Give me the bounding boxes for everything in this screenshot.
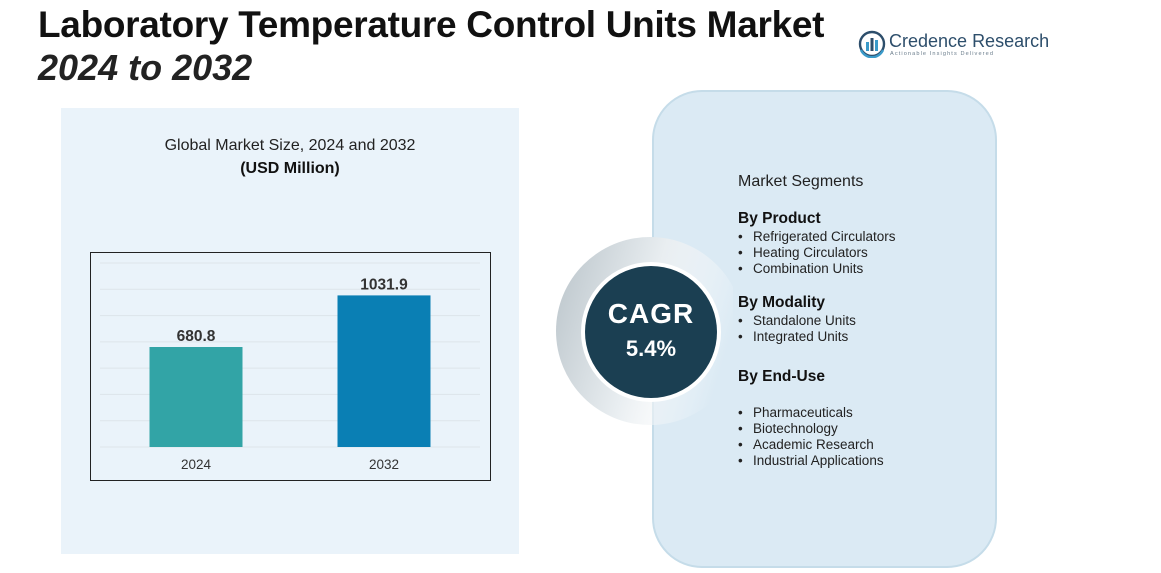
segments-heading: Market Segments [738, 173, 864, 190]
list-item: • Academic Research [738, 437, 884, 453]
logo-name-part1: Credence [889, 31, 968, 51]
segment-item-label: Pharmaceuticals [753, 405, 853, 420]
bullet-icon: • [738, 329, 743, 344]
bullet-icon: • [738, 261, 743, 276]
logo-wordmark: Credence Research [889, 31, 1049, 52]
cagr-circle [585, 266, 717, 398]
list-item: • Heating Circulators [738, 245, 896, 261]
market-size-chart-panel: Global Market Size, 2024 and 2032 (USD M… [61, 108, 519, 554]
segment-item-label: Heating Circulators [753, 245, 868, 260]
list-item: • Pharmaceuticals [738, 405, 884, 421]
cagr-label: CAGR [607, 298, 695, 329]
segment-item-label: Industrial Applications [753, 453, 884, 468]
segment-item-label: Academic Research [753, 437, 874, 452]
logo-name-part2: Research [972, 31, 1050, 51]
list-item: • Standalone Units [738, 313, 856, 329]
chart-frame [90, 252, 491, 481]
chart-title: Global Market Size, 2024 and 2032 [164, 137, 416, 154]
bar-chart: 680.8 2024 1031.9 2032 [90, 252, 491, 481]
list-item: • Combination Units [738, 261, 896, 277]
chart-bars [149, 295, 431, 447]
segment-list-product: • Refrigerated Circulators • Heating Circu… [738, 229, 896, 277]
segment-list-end-use: • Pharmaceuticals • Biotechnology • Academi… [738, 405, 884, 469]
bullet-icon: • [738, 453, 743, 468]
logo-tagline: Actionable Insights Delivered [890, 51, 995, 57]
segment-item-label: Biotechnology [753, 421, 838, 436]
page-title: Laboratory Temperature Control Units Mar… [38, 4, 825, 45]
cagr-badge [556, 237, 733, 425]
list-item: • Industrial Applications [738, 453, 884, 469]
data-label-2032: 1031.9 [360, 276, 408, 293]
bar-2024 [149, 347, 243, 447]
bullet-icon: • [738, 421, 743, 436]
segment-item-label: Integrated Units [753, 329, 849, 344]
bullet-icon: • [738, 313, 743, 328]
list-item: • Refrigerated Circulators [738, 229, 896, 245]
chart-subtitle: (USD Million) [240, 160, 340, 177]
list-item: • Biotechnology [738, 421, 884, 437]
bullet-icon: • [738, 437, 743, 452]
segment-group-title-end-use: By End-Use [738, 368, 825, 385]
tick-label-2024: 2024 [181, 457, 212, 472]
bullet-icon: • [738, 229, 743, 244]
segment-item-label: Standalone Units [753, 313, 856, 328]
chart-labels: 680.8 2024 1031.9 2032 [177, 276, 408, 472]
data-label-2024: 680.8 [177, 328, 216, 345]
segment-list-modality: • Standalone Units • Integrated Units [738, 313, 856, 345]
segment-item-label: Refrigerated Circulators [753, 229, 896, 244]
segment-group-title-product: By Product [738, 210, 821, 227]
list-item: • Integrated Units [738, 329, 856, 345]
credence-research-logo[interactable]: Credence Research Actionable Insights De… [858, 30, 1049, 62]
segment-item-label: Combination Units [753, 261, 864, 276]
cagr-value: 5.4% [625, 336, 677, 361]
tick-label-2032: 2032 [369, 457, 399, 472]
bullet-icon: • [738, 405, 743, 420]
bar-2032 [337, 295, 431, 447]
segment-group-title-modality: By Modality [738, 294, 825, 311]
bullet-icon: • [738, 245, 743, 260]
bar-chart-circle-logo-icon [858, 30, 886, 58]
page-subtitle-years: 2024 to 2032 [38, 47, 253, 88]
